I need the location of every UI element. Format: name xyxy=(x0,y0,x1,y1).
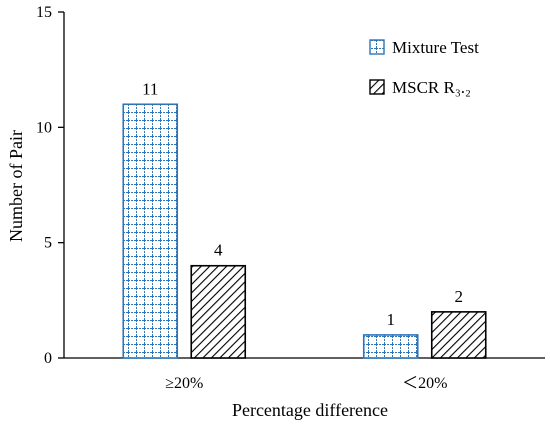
legend-swatch xyxy=(369,79,385,95)
legend-swatch xyxy=(369,39,385,55)
y-tick-label: 10 xyxy=(36,119,52,136)
data-label: 2 xyxy=(455,287,464,306)
data-label: 4 xyxy=(214,241,223,260)
x-axis-title: Percentage difference xyxy=(232,400,388,420)
x-tick-label: ≥20% xyxy=(165,375,203,392)
bar-mscr-1 xyxy=(430,311,487,359)
legend: Mixture Test MSCR R₃.₂ xyxy=(369,38,479,97)
bar-mixture-test-0 xyxy=(122,103,179,359)
y-tick-label: 0 xyxy=(44,350,52,367)
data-label: 1 xyxy=(387,310,396,329)
x-tick-label: ＜20% xyxy=(402,375,447,392)
legend-label: Mixture Test xyxy=(392,38,479,57)
y-tick-label: 15 xyxy=(36,4,52,21)
y-axis-title: Number of Pair xyxy=(6,130,26,242)
bar-mscr-0 xyxy=(190,264,247,359)
y-tick-label: 5 xyxy=(44,235,52,252)
data-label: 11 xyxy=(142,79,158,98)
bar-mixture-test-1 xyxy=(362,334,419,359)
legend-label: MSCR R₃.₂ xyxy=(392,78,471,97)
